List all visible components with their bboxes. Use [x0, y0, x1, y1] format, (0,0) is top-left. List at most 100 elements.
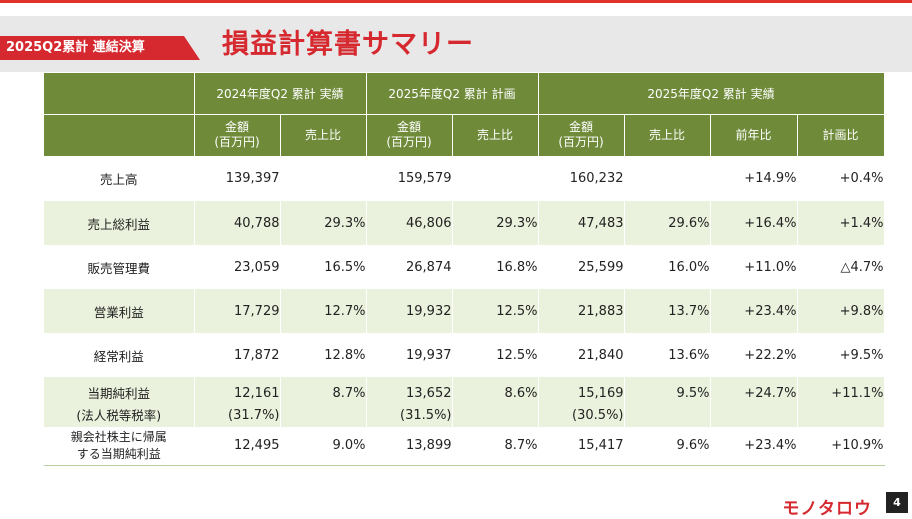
- subheader-ratio: 売上比: [280, 114, 367, 157]
- cell: 12.8%: [280, 333, 367, 377]
- cell: +16.4%: [710, 201, 798, 245]
- cell: 25,599: [538, 245, 625, 289]
- unit-label: (百万円): [214, 135, 260, 149]
- cell: 12,161 (31.7%): [194, 377, 281, 427]
- cell: 12,495: [194, 427, 281, 466]
- cell: 19,937: [366, 333, 453, 377]
- cell: 13.6%: [624, 333, 711, 377]
- subheader-vs-plan: 計画比: [797, 114, 885, 157]
- group-header-2025-actual: 2025年度Q2 累計 実績: [538, 73, 885, 115]
- table-row: 当期純利益 (法人税等税率) 12,161 (31.7%) 8.7% 13,652 (…: [44, 377, 885, 427]
- table-row: 売上高 139,397 159,579 160,232 +14.9% +0.4%: [44, 156, 885, 201]
- cell: 9.0%: [280, 427, 367, 466]
- row-label: 売上総利益: [44, 201, 195, 245]
- subheader-ratio: 売上比: [452, 114, 539, 157]
- cell: [624, 156, 711, 201]
- cell: 21,840: [538, 333, 625, 377]
- cell: 139,397: [194, 156, 281, 201]
- cell: 16.8%: [452, 245, 539, 289]
- company-logo: モノタロウ: [782, 499, 872, 519]
- amount-label: 金額: [568, 120, 593, 134]
- table-row: 売上総利益 40,788 29.3% 46,806 29.3% 47,483 2…: [44, 201, 885, 245]
- cell: 8.6%: [452, 377, 539, 427]
- tax-rate: (31.5%): [400, 408, 452, 423]
- subheader-amount: 金額 (百万円): [538, 114, 625, 157]
- cell: 16.0%: [624, 245, 711, 289]
- row-label: 売上高: [44, 156, 195, 201]
- cell: 17,729: [194, 289, 281, 333]
- page-title: 損益計算書サマリー: [222, 29, 474, 60]
- cell-value: 12,161: [234, 386, 280, 401]
- row-label-main: 親会社株主に帰属: [70, 429, 167, 444]
- cell: +14.9%: [710, 156, 798, 201]
- cell: +11.0%: [710, 245, 798, 289]
- cell: 29.3%: [452, 201, 539, 245]
- cell: 46,806: [366, 201, 453, 245]
- income-statement-table: 2024年度Q2 累計 実績 2025年度Q2 累計 計画 2025年度Q2 累…: [44, 73, 885, 466]
- row-label: 営業利益: [44, 289, 195, 333]
- cell: +22.2%: [710, 333, 798, 377]
- cell: 8.7%: [280, 377, 367, 427]
- cell: [280, 156, 367, 201]
- cell: +0.4%: [797, 156, 885, 201]
- cell: 8.7%: [452, 427, 539, 466]
- cell: 12.5%: [452, 333, 539, 377]
- cell: 17,872: [194, 333, 281, 377]
- table-row: 販売管理費 23,059 16.5% 26,874 16.8% 25,599 1…: [44, 245, 885, 289]
- cell: +24.7%: [710, 377, 798, 427]
- cell: +1.4%: [797, 201, 885, 245]
- cell: +10.9%: [797, 427, 885, 466]
- cell: 29.6%: [624, 201, 711, 245]
- cell: 19,932: [366, 289, 453, 333]
- cell: 13.7%: [624, 289, 711, 333]
- row-label-sub: する当期純利益: [76, 446, 161, 461]
- subheader-amount: 金額 (百万円): [366, 114, 453, 157]
- unit-label: (百万円): [558, 135, 604, 149]
- cell: 12.5%: [452, 289, 539, 333]
- cell: +11.1%: [797, 377, 885, 427]
- cell-value: 13,652: [406, 386, 452, 401]
- subheader-yoy: 前年比: [710, 114, 798, 157]
- header-row-sub: 金額 (百万円) 売上比 金額 (百万円) 売上比 金額 (百万円) 売上比 前年比 …: [44, 114, 885, 157]
- cell: +9.5%: [797, 333, 885, 377]
- unit-label: (百万円): [386, 135, 432, 149]
- subheader-ratio: 売上比: [624, 114, 711, 157]
- cell: +9.8%: [797, 289, 885, 333]
- cell: 16.5%: [280, 245, 367, 289]
- tax-rate: (31.7%): [228, 408, 280, 423]
- tax-rate: (30.5%): [572, 408, 624, 423]
- amount-label: 金額: [396, 120, 421, 134]
- cell: +23.4%: [710, 289, 798, 333]
- cell: 15,417: [538, 427, 625, 466]
- cell: 9.5%: [624, 377, 711, 427]
- table-row: 親会社株主に帰属 する当期純利益 12,495 9.0% 13,899 8.7% …: [44, 427, 885, 466]
- subheader-amount: 金額 (百万円): [194, 114, 281, 157]
- cell: 23,059: [194, 245, 281, 289]
- group-header-2024-actual: 2024年度Q2 累計 実績: [194, 73, 367, 115]
- cell: 15,169 (30.5%): [538, 377, 625, 427]
- row-label-sub: (法人税等税率): [76, 408, 162, 423]
- cell: 13,899: [366, 427, 453, 466]
- cell: +23.4%: [710, 427, 798, 466]
- header-corner-sub: [44, 114, 195, 157]
- table-row: 営業利益 17,729 12.7% 19,932 12.5% 21,883 13…: [44, 289, 885, 333]
- cell: 13,652 (31.5%): [366, 377, 453, 427]
- row-label: 販売管理費: [44, 245, 195, 289]
- row-label: 経常利益: [44, 333, 195, 377]
- cell-value: 15,169: [578, 386, 624, 401]
- top-accent-line: [0, 0, 912, 3]
- row-label-main: 当期純利益: [87, 386, 150, 401]
- row-label: 親会社株主に帰属 する当期純利益: [44, 427, 195, 466]
- cell: 47,483: [538, 201, 625, 245]
- cell: 26,874: [366, 245, 453, 289]
- section-tag: 2025Q2累計 連結決算: [0, 36, 200, 60]
- group-header-2025-plan: 2025年度Q2 累計 計画: [366, 73, 539, 115]
- amount-label: 金額: [224, 120, 249, 134]
- cell: 160,232: [538, 156, 625, 201]
- cell: 12.7%: [280, 289, 367, 333]
- table-row: 経常利益 17,872 12.8% 19,937 12.5% 21,840 13…: [44, 333, 885, 377]
- header-row-groups: 2024年度Q2 累計 実績 2025年度Q2 累計 計画 2025年度Q2 累…: [44, 73, 885, 115]
- cell: 9.6%: [624, 427, 711, 466]
- cell: △4.7%: [797, 245, 885, 289]
- page-number: 4: [886, 492, 908, 513]
